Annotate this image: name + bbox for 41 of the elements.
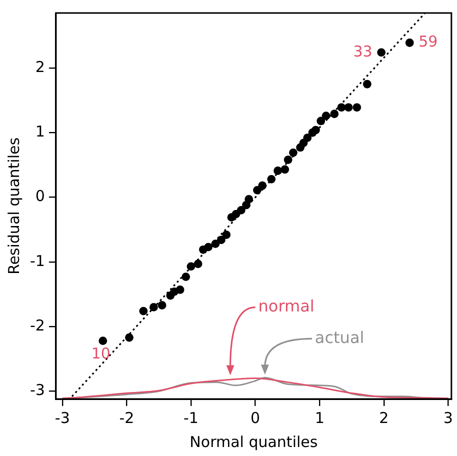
point — [330, 110, 339, 118]
text: normal — [258, 296, 314, 316]
point — [176, 286, 184, 294]
x-tick-label: 0 — [250, 408, 260, 427]
point — [139, 306, 148, 316]
y-axis-title: Residual quantiles — [4, 137, 23, 275]
point — [362, 80, 372, 88]
x-axis-title: Normal quantiles — [190, 432, 318, 451]
annotation: 33 — [353, 42, 372, 60]
y-tick-label: -2 — [30, 316, 45, 334]
annotation: 10 — [91, 344, 110, 363]
point — [222, 230, 231, 239]
y-tick-label: -3 — [30, 381, 45, 400]
y-tick-label: 2 — [35, 58, 45, 76]
point — [258, 181, 267, 190]
point — [98, 336, 108, 346]
point — [344, 103, 353, 112]
point — [280, 165, 290, 174]
point — [377, 48, 386, 57]
y-tick-label: 1 — [35, 122, 45, 141]
x-tick-label: -3 — [54, 408, 70, 427]
annotation: 59 — [418, 32, 438, 51]
x-tick-label: -2 — [119, 408, 134, 427]
point — [352, 103, 362, 112]
y-tick-label: 0 — [35, 187, 45, 206]
point — [158, 301, 166, 310]
point — [284, 156, 292, 164]
text: actual — [314, 328, 364, 347]
point — [125, 333, 134, 342]
point — [312, 126, 320, 134]
point — [182, 272, 190, 281]
x-tick-label: 2 — [379, 408, 389, 427]
x-tick-label: 1 — [314, 408, 324, 427]
x-tick-label: 3 — [443, 408, 453, 427]
point — [149, 302, 158, 312]
point — [194, 260, 202, 268]
x-tick-label: -1 — [184, 408, 198, 427]
y-tick-label: -1 — [30, 252, 45, 270]
point — [405, 38, 414, 47]
point — [322, 112, 330, 120]
point — [244, 195, 254, 204]
